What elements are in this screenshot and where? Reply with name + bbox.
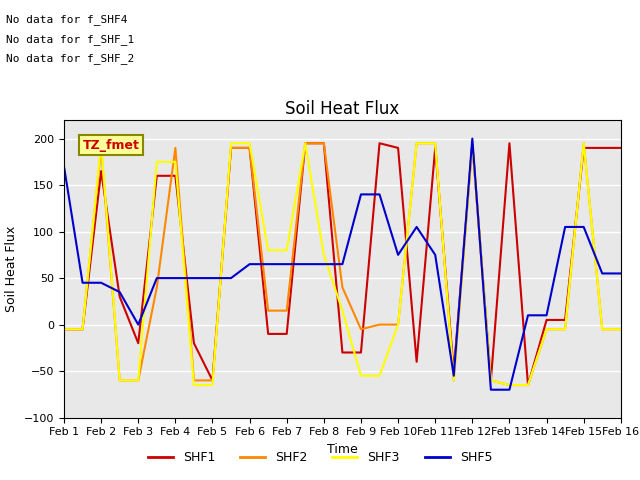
Text: No data for f_SHF_1: No data for f_SHF_1 [6,34,134,45]
Text: TZ_fmet: TZ_fmet [83,139,140,152]
Text: No data for f_SHF4: No data for f_SHF4 [6,14,128,25]
Legend: SHF1, SHF2, SHF3, SHF5: SHF1, SHF2, SHF3, SHF5 [143,446,497,469]
X-axis label: Time: Time [327,443,358,456]
Title: Soil Heat Flux: Soil Heat Flux [285,100,399,119]
Text: No data for f_SHF_2: No data for f_SHF_2 [6,53,134,64]
Y-axis label: Soil Heat Flux: Soil Heat Flux [5,226,19,312]
